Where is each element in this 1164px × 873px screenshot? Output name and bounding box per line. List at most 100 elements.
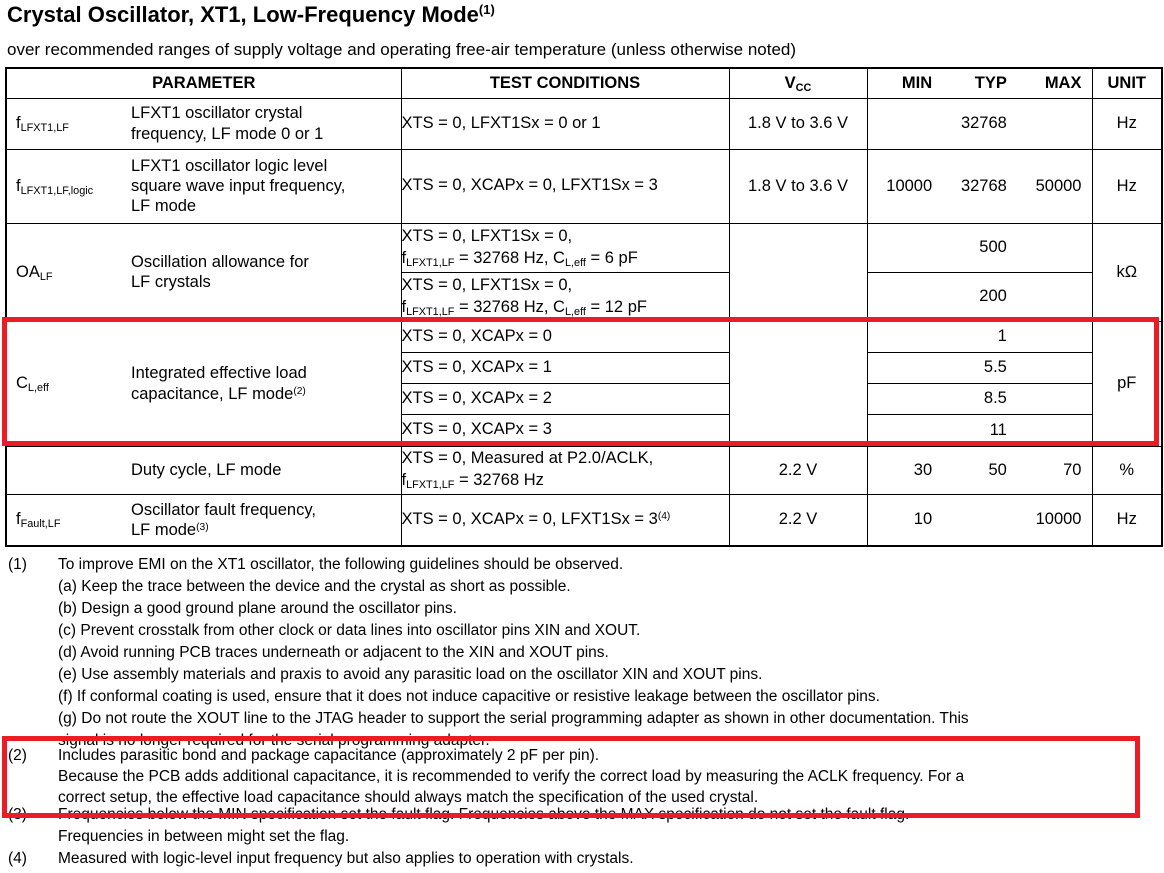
value-min [868, 421, 942, 440]
footnote-4: (4) Measured with logic-level input freq… [8, 848, 1158, 870]
footnote-line: (g) Do not route the XOUT line to the JT… [58, 710, 969, 727]
footnote-line: Frequencies in between might set the fla… [58, 828, 350, 845]
footnote-line: Includes parasitic bond and package capa… [58, 747, 600, 764]
page-title: Crystal Oscillator, XT1, Low-Frequency M… [7, 2, 495, 28]
cell-test-conditions: XTS = 0, XCAPx = 0, LFXT1Sx = 3(4) [400, 493, 730, 547]
cell-unit: Hz [1091, 97, 1163, 150]
footnote-line: (d) Avoid running PCB traces underneath … [58, 644, 609, 661]
footnote-2: (2) Includes parasitic bond and package … [8, 745, 1158, 808]
cell-values: 10000 32768 50000 [866, 148, 1093, 224]
table-row-load-capacitance-xcap1: XTS = 0, XCAPx = 1 5.5 [6, 351, 1162, 384]
page-title-footnote-ref: (1) [478, 2, 495, 17]
value-typ: 11 [989, 420, 1007, 439]
col-header-test-conditions: TEST CONDITIONS [400, 67, 730, 99]
cell-values: 32768 [866, 97, 1093, 150]
footnote-number: (3) [8, 806, 27, 823]
cell-values: 30 50 70 [866, 445, 1093, 495]
cell-values: 1 [866, 320, 1093, 353]
footnote-line: (c) Prevent crosstalk from other clock o… [58, 622, 641, 639]
cell-unit: Hz [1091, 148, 1163, 224]
col-header-min-typ-max: MIN TYP MAX [866, 67, 1093, 99]
footnote-line: correct setup, the effective load capaci… [58, 789, 759, 806]
cell-test-conditions: XTS = 0, XCAPx = 2 [400, 382, 730, 415]
value-max [1017, 421, 1091, 440]
parameter-symbol: fFault,LF [16, 510, 61, 531]
value-typ: 5.5 [983, 358, 1007, 376]
parameter-description: LFXT1 oscillator crystal frequency, LF mo… [131, 104, 324, 143]
cell-unit: kΩ [1091, 222, 1163, 322]
parameter-symbol: CL,eff [16, 374, 49, 395]
value-max [1017, 287, 1091, 306]
page-subtitle: over recommended ranges of supply voltag… [7, 40, 797, 59]
value-min: 10 [913, 510, 933, 529]
cell-unit: Hz [1091, 493, 1163, 547]
footnote-number: (1) [8, 556, 27, 573]
cell-parameter: fLFXT1,LF LFXT1 oscillator crystal freque… [5, 97, 402, 150]
footnote-line: (b) Design a good ground plane around th… [58, 600, 457, 617]
parameter-symbol: fLFXT1,LF,logic [16, 176, 94, 197]
cell-parameter: OALF Oscillation allowance for LF crystal… [5, 222, 402, 322]
parameter-description: Oscillator fault frequency, LF mode(3) [131, 500, 316, 539]
cell-unit: % [1091, 445, 1163, 495]
cell-test-conditions: XTS = 0, XCAPx = 1 [400, 351, 730, 384]
value-min: 10000 [886, 176, 933, 195]
value-min: 30 [913, 460, 933, 479]
value-max [1017, 238, 1091, 257]
cell-values: 10 10000 [866, 493, 1093, 547]
cell-test-conditions: XTS = 0, XCAPx = 3 [400, 413, 730, 447]
cell-vcc: 1.8 V to 3.6 V [728, 97, 868, 150]
parameter-description: Integrated effective load capacitance, LF… [131, 364, 307, 403]
value-min [868, 287, 942, 306]
table-row-lfxt1-crystal-frequency: fLFXT1,LF LFXT1 oscillator crystal freque… [5, 97, 1163, 150]
value-typ: 32768 [960, 114, 1007, 132]
cell-parameter: fFault,LF Oscillator fault frequency, LF … [5, 493, 402, 547]
value-max: 10000 [1035, 510, 1082, 529]
cell-values: 8.5 [866, 382, 1093, 415]
page-title-text: Crystal Oscillator, XT1, Low-Frequency M… [7, 2, 479, 27]
col-header-typ: TYP [974, 73, 1007, 92]
cell-unit: pF [1091, 320, 1163, 447]
cell-parameter: Duty cycle, LF mode [5, 445, 402, 495]
cell-test-conditions: XTS = 0, Measured at P2.0/ACLK, fLFXT1,LF… [400, 445, 730, 495]
table-row-load-capacitance-xcap2: XTS = 0, XCAPx = 2 8.5 [6, 382, 1162, 415]
cell-values: 500 [866, 222, 1093, 273]
col-header-max: MAX [1044, 73, 1082, 92]
cell-vcc: 2.2 V [728, 493, 868, 547]
value-typ: 50 [988, 460, 1007, 479]
cell-test-conditions: XTS = 0, XCAPx = 0, LFXT1Sx = 3 [400, 148, 730, 224]
parameter-description: LFXT1 oscillator logic level square wave … [131, 156, 346, 216]
table-row-load-capacitance-xcap0: CL,eff Integrated effective load capacita… [5, 320, 1163, 447]
cell-vcc [728, 222, 868, 322]
value-max [1017, 114, 1091, 133]
col-header-min: MIN [901, 73, 933, 92]
parameter-symbol: OALF [16, 262, 53, 283]
value-min [868, 327, 942, 346]
value-typ: 32768 [960, 176, 1007, 195]
col-header-parameter: PARAMETER [5, 67, 402, 99]
cell-values: 200 [866, 271, 1093, 322]
table-row-duty-cycle: Duty cycle, LF mode XTS = 0, Measured at… [5, 445, 1163, 495]
col-header-unit: UNIT [1091, 67, 1163, 99]
cell-parameter: fLFXT1,LF,logic LFXT1 oscillator logic l… [5, 148, 402, 224]
cell-test-conditions: XTS = 0, LFXT1Sx = 0 or 1 [400, 97, 730, 150]
cell-values: 5.5 [866, 351, 1093, 384]
footnote-line: (a) Keep the trace between the device an… [58, 578, 571, 595]
footnote-line: Measured with logic-level input frequenc… [58, 850, 634, 867]
cell-vcc [728, 320, 868, 447]
value-min [868, 389, 942, 408]
value-min [868, 238, 942, 257]
cell-test-conditions: XTS = 0, LFXT1Sx = 0, fLFXT1,LF = 32768 H… [400, 271, 730, 322]
footnote-line: Because the PCB adds additional capacita… [58, 768, 965, 785]
table-header-row: PARAMETER TEST CONDITIONS VCC MIN TYP MA… [5, 67, 1163, 99]
value-max: 50000 [1035, 176, 1082, 195]
cell-values: 11 [866, 413, 1093, 447]
table-row-lfxt1-logic-level: fLFXT1,LF,logic LFXT1 oscillator logic l… [5, 148, 1163, 224]
col-header-vcc: VCC [728, 67, 868, 99]
parameter-description: Oscillation allowance for LF crystals [131, 252, 309, 291]
footnote-number: (2) [8, 747, 27, 764]
value-typ [942, 510, 1017, 529]
footnote-line: To improve EMI on the XT1 oscillator, th… [58, 556, 624, 573]
value-min [868, 114, 942, 133]
value-typ: 200 [979, 287, 1007, 305]
